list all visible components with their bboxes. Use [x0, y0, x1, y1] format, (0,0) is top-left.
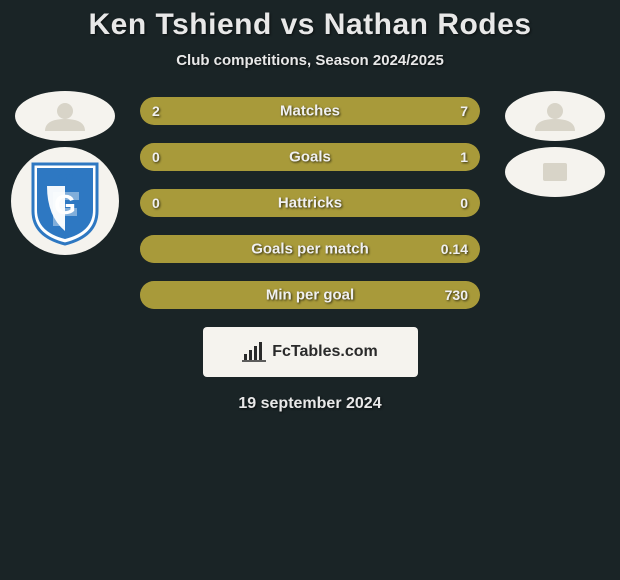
- stat-bar: 0 Hattricks 0: [140, 189, 480, 217]
- player-right-club-badge: [505, 147, 605, 197]
- stat-label: Goals per match: [251, 241, 369, 258]
- stat-right-value: 0.14: [441, 241, 468, 257]
- comparison-card: Ken Tshiend vs Nathan Rodes Club competi…: [0, 0, 620, 413]
- date-text: 19 september 2024: [0, 395, 620, 413]
- stat-left-value: 0: [152, 195, 160, 211]
- stat-right-value: 1: [460, 149, 468, 165]
- stat-label: Goals: [289, 149, 331, 166]
- stat-label: Min per goal: [266, 287, 354, 304]
- stat-label: Hattricks: [278, 195, 342, 212]
- svg-text:KRC: KRC: [56, 173, 74, 182]
- player-left-club-badge: KRC G: [11, 147, 119, 255]
- attribution-text: FcTables.com: [272, 343, 378, 361]
- svg-text:G: G: [54, 189, 76, 220]
- stat-bars: 2 Matches 7 0 Goals 1 0 Hattricks 0 Goals per mat…: [140, 97, 480, 309]
- main-area: KRC G 2Matches70Goals10Hattri: [0, 97, 620, 413]
- stat-right-value: 0: [460, 195, 468, 211]
- left-player-col: KRC G: [10, 97, 120, 255]
- player-right-avatar: [505, 91, 605, 141]
- silhouette-icon: [35, 101, 95, 131]
- silhouette-icon: [525, 101, 585, 131]
- placeholder-icon: [525, 157, 585, 187]
- stat-left-value: 0: [152, 149, 160, 165]
- stat-right-value: 7: [460, 103, 468, 119]
- attribution-badge[interactable]: FcTables.com: [203, 327, 418, 377]
- stat-bar: Goals per match 0.14: [140, 235, 480, 263]
- right-player-col: [500, 97, 610, 203]
- bar-right-fill: [215, 97, 480, 125]
- stat-right-value: 730: [445, 287, 468, 303]
- player-left-avatar: [15, 91, 115, 141]
- subtitle: Club competitions, Season 2024/2025: [0, 52, 620, 69]
- stat-bar: 2 Matches 7: [140, 97, 480, 125]
- bar-chart-icon: [242, 342, 266, 362]
- genk-badge-icon: KRC G: [25, 156, 105, 246]
- stat-left-value: 2: [152, 103, 160, 119]
- stat-bar: 0 Goals 1: [140, 143, 480, 171]
- stat-bar: Min per goal 730: [140, 281, 480, 309]
- page-title: Ken Tshiend vs Nathan Rodes: [0, 8, 620, 42]
- stat-label: Matches: [280, 103, 340, 120]
